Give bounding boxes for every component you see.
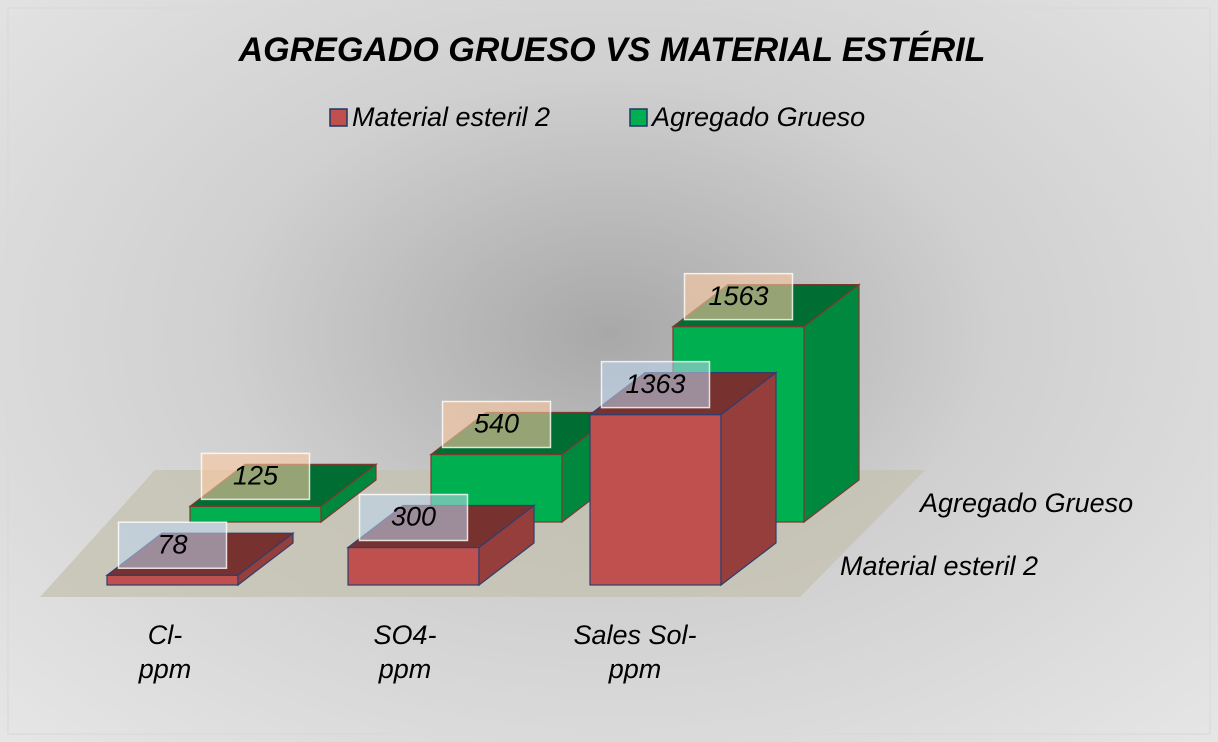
data-label: 540 xyxy=(474,409,519,439)
data-label: 300 xyxy=(391,502,436,532)
depth-label: Material esteril 2 xyxy=(840,551,1038,581)
data-label-box xyxy=(358,493,469,542)
data-label-box xyxy=(683,272,794,321)
bar-front xyxy=(589,414,722,586)
bar-side xyxy=(478,504,535,587)
legend-swatch xyxy=(329,108,348,127)
bar-front xyxy=(347,546,480,586)
data-label: 1563 xyxy=(708,281,768,311)
bar-front xyxy=(106,574,239,586)
data-label: 78 xyxy=(157,529,187,559)
data-label-box xyxy=(600,360,711,409)
bar-side xyxy=(803,283,860,524)
chart-title: AGREGADO GRUESO VS MATERIAL ESTÉRIL xyxy=(238,31,986,69)
data-label-box xyxy=(441,400,552,449)
data-label: 1363 xyxy=(625,369,685,399)
legend-label: Agregado Grueso xyxy=(650,102,865,132)
data-label-box xyxy=(117,521,228,569)
depth-label: Agregado Grueso xyxy=(918,488,1133,518)
legend-swatch xyxy=(629,108,648,127)
data-label-box xyxy=(200,452,311,501)
x-tick-label: Sales Sol-ppm xyxy=(573,620,697,684)
legend-label: Material esteril 2 xyxy=(352,102,550,132)
x-tick-label: SO4-ppm xyxy=(373,620,437,684)
x-tick-label: Cl-ppm xyxy=(138,620,192,684)
bar-front xyxy=(189,505,322,523)
bar-side xyxy=(720,371,777,587)
bar-side xyxy=(237,532,294,587)
bar-side xyxy=(320,463,377,524)
frame xyxy=(7,7,1211,735)
data-label: 125 xyxy=(233,461,279,491)
